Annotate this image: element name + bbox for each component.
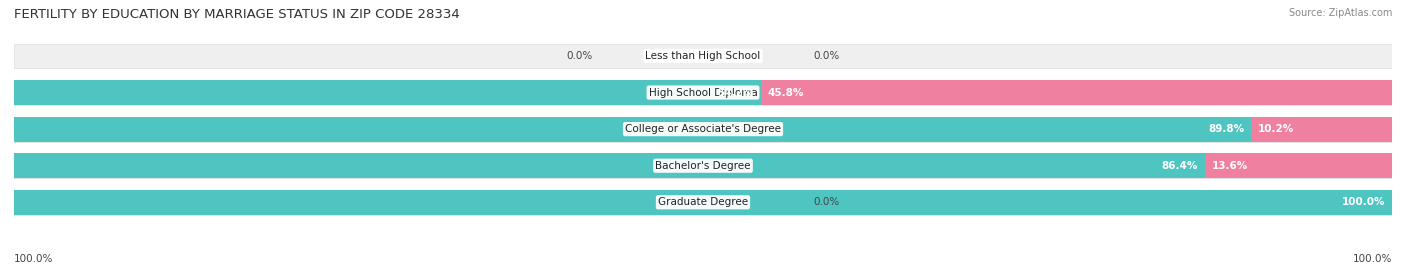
Text: Bachelor's Degree: Bachelor's Degree [655,161,751,171]
Text: Less than High School: Less than High School [645,51,761,61]
Bar [14,117,1251,141]
Text: 0.0%: 0.0% [813,51,839,61]
Text: 100.0%: 100.0% [14,254,53,264]
Text: 0.0%: 0.0% [567,51,593,61]
Text: 0.0%: 0.0% [813,197,839,207]
Text: Graduate Degree: Graduate Degree [658,197,748,207]
Text: College or Associate's Degree: College or Associate's Degree [626,124,780,134]
Bar [14,190,1392,215]
Bar [14,44,1392,68]
Text: 54.2%: 54.2% [717,87,754,98]
Bar [1251,117,1392,141]
Text: High School Diploma: High School Diploma [648,87,758,98]
Bar [14,117,1392,141]
Text: Source: ZipAtlas.com: Source: ZipAtlas.com [1288,8,1392,18]
Text: 13.6%: 13.6% [1212,161,1247,171]
Bar [14,80,1392,105]
Bar [14,80,761,105]
Bar [1205,153,1392,178]
Text: 45.8%: 45.8% [768,87,804,98]
Bar [14,153,1205,178]
Bar [761,80,1392,105]
Text: 100.0%: 100.0% [1341,197,1385,207]
Text: 86.4%: 86.4% [1161,161,1198,171]
Text: FERTILITY BY EDUCATION BY MARRIAGE STATUS IN ZIP CODE 28334: FERTILITY BY EDUCATION BY MARRIAGE STATU… [14,8,460,21]
Text: 10.2%: 10.2% [1258,124,1295,134]
Text: 89.8%: 89.8% [1208,124,1244,134]
Text: 100.0%: 100.0% [1353,254,1392,264]
Bar [14,190,1392,215]
Bar [14,153,1392,178]
